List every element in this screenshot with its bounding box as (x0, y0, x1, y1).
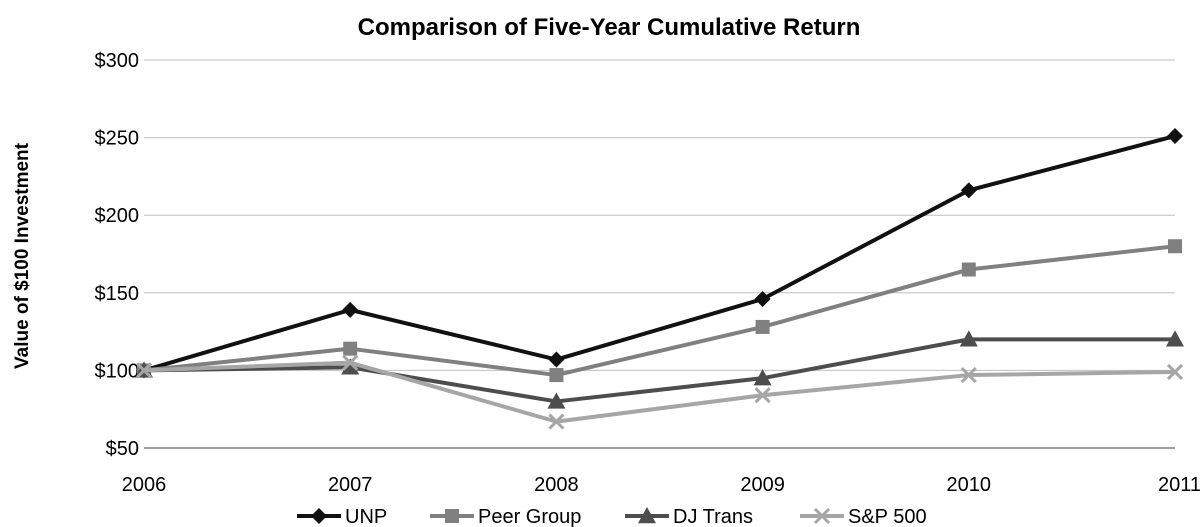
legend-marker-square (445, 509, 459, 523)
legend-label: Peer Group (478, 506, 581, 527)
x-tick-label: 2009 (740, 474, 785, 496)
data-point-diamond (960, 182, 977, 199)
x-tick-label: 2010 (947, 474, 992, 496)
legend-item-peer-group: Peer Group (430, 506, 581, 527)
data-point-triangle (1166, 330, 1184, 347)
series-dj-trans (135, 330, 1184, 409)
y-tick-label: $100 (95, 360, 140, 382)
axes: $50 $100 $150 $200 $250 $300 2006 2007 2008 2009 2… (95, 50, 1202, 496)
data-point-triangle (341, 358, 360, 375)
series-line (143, 134, 1176, 373)
legend-label: DJ Trans (673, 506, 753, 527)
chart-title: Comparison of Five-Year Cumulative Retur… (358, 14, 861, 41)
data-point-triangle (547, 392, 566, 409)
data-point-x (342, 354, 359, 371)
y-axis-label: Value of $100 Investment (12, 142, 33, 369)
data-point-diamond (548, 351, 565, 368)
legend: UNP Peer Group DJ Trans S&P 500 (297, 506, 927, 527)
series-peer-group (137, 239, 1182, 383)
data-point-x (754, 387, 771, 404)
legend-marker-triangle (638, 507, 656, 524)
y-tick-label: $300 (95, 50, 140, 72)
data-point-square (755, 319, 770, 334)
series-line (143, 244, 1176, 378)
series-line (143, 360, 1176, 424)
gridlines (144, 59, 1175, 371)
x-tick-label: 2011 (1158, 474, 1201, 496)
legend-label: S&P 500 (848, 506, 927, 527)
data-point-x (1166, 363, 1184, 381)
data-point-square (961, 262, 976, 277)
y-tick-label: $250 (95, 128, 140, 150)
legend-label: UNP (345, 506, 387, 527)
x-tick-label: 2008 (534, 474, 579, 496)
data-point-square (549, 368, 564, 383)
legend-item-dj-trans: DJ Trans (625, 506, 753, 527)
legend-marker-x (813, 507, 831, 525)
series-s-p-500 (135, 354, 1184, 430)
y-tick-label: $150 (95, 283, 140, 305)
data-point-diamond (1167, 128, 1183, 145)
series-lines (135, 128, 1184, 430)
data-point-x (548, 413, 565, 430)
series-unp (136, 128, 1183, 379)
data-point-x (135, 362, 153, 379)
data-point-triangle (753, 369, 772, 386)
legend-marker-diamond (311, 508, 327, 524)
data-point-square (343, 341, 358, 356)
legend-item-unp: UNP (297, 506, 387, 527)
y-tick-label: $50 (106, 438, 139, 460)
data-point-triangle (959, 330, 978, 347)
x-tick-label: 2006 (122, 474, 167, 496)
data-point-diamond (342, 301, 359, 318)
x-tick-label: 2007 (328, 474, 373, 496)
data-point-square (1168, 239, 1182, 254)
series-line (143, 337, 1175, 404)
data-point-x (960, 366, 977, 384)
y-tick-label: $200 (95, 205, 140, 227)
data-point-diamond (754, 291, 771, 308)
legend-item-s-p-500: S&P 500 (800, 506, 927, 527)
